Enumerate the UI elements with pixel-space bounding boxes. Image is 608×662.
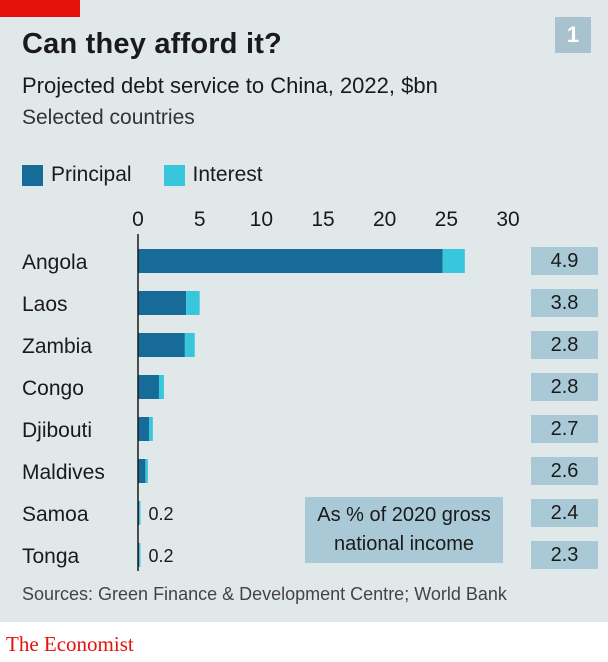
x-tick-label: 25 — [435, 208, 458, 231]
gdp-note-box: As % of 2020 gross national income — [305, 497, 503, 563]
gdp-percent-box: 2.8 — [531, 373, 598, 401]
bar-chart: 0 5 10 15 20 25 30 Angola Laos Zambia Congo Djibout… — [22, 208, 520, 571]
gdp-percent-box: 2.4 — [531, 499, 598, 527]
category-label: Djibouti — [22, 419, 92, 442]
bar-principal — [138, 291, 187, 315]
category-label: Zambia — [22, 335, 92, 358]
bar-value-label: 0.2 — [148, 504, 173, 524]
gdp-percent-box: 3.8 — [531, 289, 598, 317]
gdp-percent-box: 2.6 — [531, 457, 598, 485]
category-label: Laos — [22, 293, 68, 316]
legend-item-principal: Principal — [22, 163, 132, 187]
gdp-percent-box: 4.9 — [531, 247, 598, 275]
bar-interest — [139, 501, 141, 525]
chart-subtitle: Projected debt service to China, 2022, $… — [22, 73, 438, 98]
category-label: Tonga — [22, 545, 80, 568]
category-label: Samoa — [22, 503, 89, 526]
bar-interest — [145, 459, 148, 483]
bar-interest — [139, 543, 141, 567]
bar-principal — [138, 333, 185, 357]
legend-label-principal: Principal — [51, 163, 132, 186]
category-label: Angola — [22, 251, 88, 274]
bar-interest — [186, 291, 200, 315]
x-tick-label: 0 — [132, 208, 144, 231]
bar-principal — [138, 375, 159, 399]
bar-principal — [138, 417, 150, 441]
legend: Principal Interest — [22, 163, 295, 187]
x-tick-label: 15 — [311, 208, 334, 231]
bar-interest — [184, 333, 195, 357]
gdp-percent-box: 2.3 — [531, 541, 598, 569]
source-note: Sources: Green Finance & Development Cen… — [22, 584, 507, 604]
bar-principal — [138, 459, 146, 483]
bar-interest — [158, 375, 164, 399]
bar-interest — [442, 249, 465, 273]
brand-red-tag — [0, 0, 80, 17]
bar-principal — [138, 249, 443, 273]
footer-band — [0, 622, 608, 662]
chart-note: Selected countries — [22, 106, 195, 129]
gdp-percent-box: 2.7 — [531, 415, 598, 443]
legend-swatch-interest — [163, 164, 185, 186]
x-tick-label: 30 — [496, 208, 519, 231]
category-label: Maldives — [22, 461, 105, 484]
legend-label-interest: Interest — [192, 163, 263, 186]
gdp-percent-box: 2.8 — [531, 331, 598, 359]
category-label: Congo — [22, 377, 84, 400]
legend-item-interest: Interest — [163, 163, 263, 187]
x-tick-label: 5 — [194, 208, 206, 231]
bar-interest — [149, 417, 153, 441]
chart-title: Can they afford it? — [22, 28, 282, 60]
bar-value-label: 0.2 — [148, 546, 173, 566]
brand-wordmark: The Economist — [6, 632, 134, 656]
chart-number-badge: 1 — [555, 17, 591, 53]
legend-swatch-principal — [22, 164, 43, 186]
x-tick-label: 20 — [373, 208, 396, 231]
x-tick-label: 10 — [250, 208, 273, 231]
